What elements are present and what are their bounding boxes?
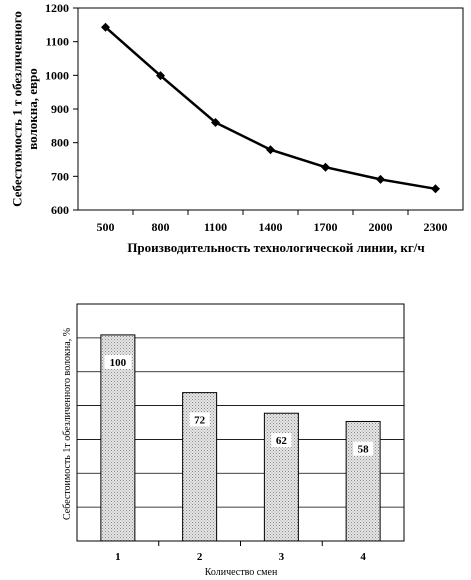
data-point [156,71,165,81]
line-chart-y-axis-title: Себестоимость 1 т обезличенноговолокна, … [9,11,40,207]
x-tick-label: 500 [97,220,115,234]
x-tick-label: 1700 [314,220,338,234]
data-point [266,145,275,155]
x-tick-label: 1100 [204,220,227,234]
data-label-bg [104,354,132,369]
x-tick-label: 1400 [259,220,283,234]
line-chart-x-axis-title: Производительность технологической линии… [127,240,424,255]
line-chart: 600 700 800 900 1000 1100 1200 500 800 1100 1400 1… [9,1,464,255]
data-label-bg [271,433,292,448]
data-point [101,22,110,32]
data-point [321,162,330,172]
y-tick-label: 900 [51,102,69,116]
data-point [211,117,220,127]
data-point [431,184,440,194]
x-tick-label: 3 [279,551,285,563]
data-label: 100 [110,357,127,369]
y-tick-label: 1200 [45,1,69,15]
x-tick-label: 4 [360,551,366,563]
data-label-bg [189,412,210,427]
data-point [376,174,385,184]
y-tick-label: 700 [51,169,69,183]
bar-chart-x-ticks: 1 2 3 4 [115,541,366,563]
bar-chart-x-axis-title: Количество смен [205,567,278,578]
line-chart-y-ticks: 600 700 800 900 1000 1100 1200 [45,1,78,217]
line-chart-plot-area [77,7,464,211]
x-tick-label: 1 [115,551,121,563]
line-chart-points [101,22,440,194]
bar-chart-bars [100,334,381,542]
y-tick-label: 600 [51,203,69,217]
x-tick-label: 2000 [369,220,393,234]
x-tick-label: 2 [197,551,203,563]
bar [345,420,381,542]
bar-chart-y-axis-title: Себестоимость 1т обезличенного волокна, … [62,328,73,520]
bar [263,412,299,542]
bar-chart-data-labels: 100 72 62 58 [104,354,374,456]
bar-chart: 100 72 62 58 1 2 3 4 Количество смен Себестоим… [62,303,405,578]
series-line [104,26,436,191]
bar [100,334,136,542]
line-chart-x-ticks: 500 800 1100 1400 1700 2000 2300 [97,210,448,234]
x-tick-label: 800 [152,220,170,234]
data-label-bg [353,441,374,456]
data-label: 58 [358,443,370,455]
x-tick-label: 2300 [424,220,448,234]
y-tick-label: 1100 [46,35,69,49]
data-label: 72 [194,415,206,427]
data-label: 62 [276,435,288,447]
y-tick-label: 1000 [45,68,69,82]
y-tick-label: 800 [51,136,69,150]
